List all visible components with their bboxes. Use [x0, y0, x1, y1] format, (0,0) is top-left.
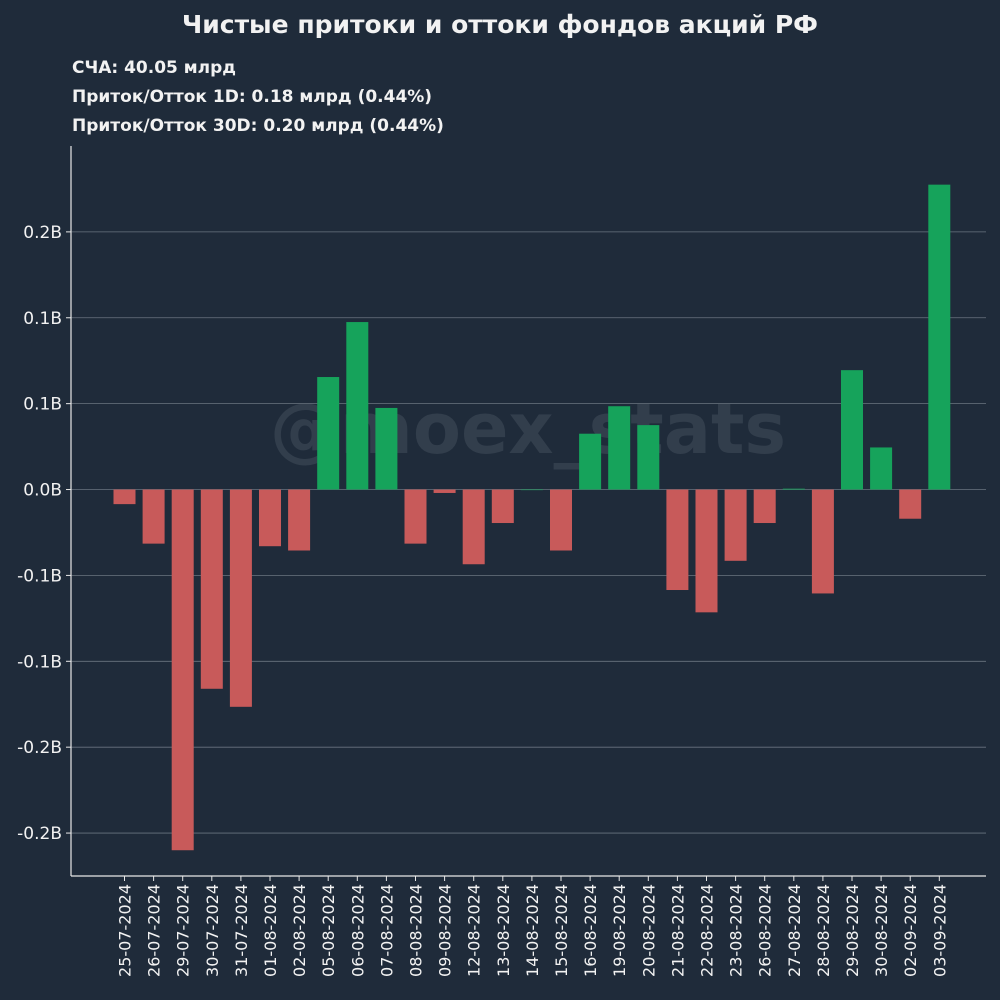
bar-23-08-2024: [724, 489, 747, 561]
x-tick-label: 13-08-2024: [494, 884, 513, 977]
stats-block: СЧА: 40.05 млрд Приток/Отток 1D: 0.18 мл…: [72, 54, 444, 141]
y-tick-label: 0.2B: [23, 223, 62, 243]
x-tick-label: 09-08-2024: [436, 884, 455, 977]
bar-25-07-2024: [113, 489, 136, 505]
y-tick-label: 0.1B: [23, 309, 62, 329]
x-tick-label: 19-08-2024: [610, 884, 629, 977]
bar-06-08-2024: [346, 322, 369, 490]
x-tick-label: 07-08-2024: [377, 884, 396, 977]
y-tick-label: 0.1B: [23, 395, 62, 415]
y-tick-label: -0.2B: [17, 824, 62, 844]
x-tick-label: 23-08-2024: [727, 884, 746, 977]
flow-30d-stat: Приток/Отток 30D: 0.20 млрд (0.44%): [72, 116, 444, 136]
y-tick-label: -0.2B: [17, 738, 62, 758]
bar-28-08-2024: [811, 489, 834, 594]
y-tick-label: -0.1B: [17, 566, 62, 586]
bar-27-08-2024: [782, 488, 805, 490]
y-tick-label: 0.0B: [23, 481, 62, 501]
x-tick-label: 29-08-2024: [843, 884, 862, 977]
x-tick-label: 12-08-2024: [465, 884, 484, 977]
bar-30-08-2024: [870, 447, 893, 490]
x-tick-label: 02-08-2024: [290, 884, 309, 977]
chart-title: Чистые притоки и оттоки фондов акций РФ: [182, 10, 818, 39]
bar-07-08-2024: [375, 407, 398, 490]
bar-03-09-2024: [928, 184, 951, 490]
x-tick-label: 25-07-2024: [116, 884, 135, 977]
bar-16-08-2024: [579, 433, 602, 490]
x-tick-label: 05-08-2024: [319, 884, 338, 977]
x-tick-label: 26-08-2024: [756, 884, 775, 977]
bar-29-08-2024: [841, 370, 863, 490]
x-tick-label: 06-08-2024: [348, 884, 367, 977]
x-tick-label: 20-08-2024: [639, 884, 658, 977]
bar-26-07-2024: [142, 489, 165, 544]
bar-14-08-2024: [520, 489, 543, 491]
bar-12-08-2024: [462, 489, 485, 565]
x-axis: 25-07-2024 26-07-2024 29-07-2024 30-07-2024…: [116, 876, 949, 977]
nav-stat: СЧА: 40.05 млрд: [72, 58, 237, 78]
x-tick-label: 30-08-2024: [872, 884, 891, 977]
bar-19-08-2024: [608, 406, 631, 490]
x-tick-label: 27-08-2024: [785, 884, 804, 977]
grid-lines: [71, 231, 986, 834]
y-tick-label: -0.1B: [17, 652, 62, 672]
bar-01-08-2024: [259, 489, 281, 547]
bar-31-07-2024: [229, 489, 252, 707]
bar-02-09-2024: [899, 489, 922, 519]
x-tick-label: 01-08-2024: [261, 884, 280, 977]
x-tick-label: 21-08-2024: [668, 884, 687, 977]
x-tick-label: 14-08-2024: [523, 884, 542, 977]
bar-08-08-2024: [404, 489, 427, 544]
bar-21-08-2024: [666, 489, 689, 591]
x-tick-label: 31-07-2024: [232, 884, 251, 977]
bar-05-08-2024: [317, 377, 340, 490]
x-tick-label: 15-08-2024: [552, 884, 571, 977]
bar-02-08-2024: [288, 489, 311, 551]
bars: [113, 184, 951, 851]
bar-29-07-2024: [171, 489, 194, 851]
x-tick-label: 30-07-2024: [203, 884, 222, 977]
bar-22-08-2024: [695, 489, 718, 613]
x-tick-label: 08-08-2024: [407, 884, 426, 977]
bar-13-08-2024: [491, 489, 514, 524]
x-tick-label: 28-08-2024: [814, 884, 833, 977]
x-tick-label: 29-07-2024: [174, 884, 193, 977]
bar-26-08-2024: [753, 489, 776, 524]
bar-20-08-2024: [637, 425, 660, 490]
x-tick-label: 03-09-2024: [930, 884, 949, 977]
x-tick-label: 02-09-2024: [901, 884, 920, 977]
bar-15-08-2024: [550, 489, 572, 551]
x-tick-label: 16-08-2024: [581, 884, 600, 977]
bar-30-07-2024: [200, 489, 223, 689]
x-tick-label: 26-07-2024: [145, 884, 164, 977]
y-axis: 0.2B 0.1B 0.1B 0.0B -0.1B -0.1B -0.2B -0.2B: [17, 223, 71, 844]
flow-1d-stat: Приток/Отток 1D: 0.18 млрд (0.44%): [72, 87, 433, 107]
x-tick-label: 22-08-2024: [698, 884, 717, 977]
bar-09-08-2024: [433, 489, 456, 493]
